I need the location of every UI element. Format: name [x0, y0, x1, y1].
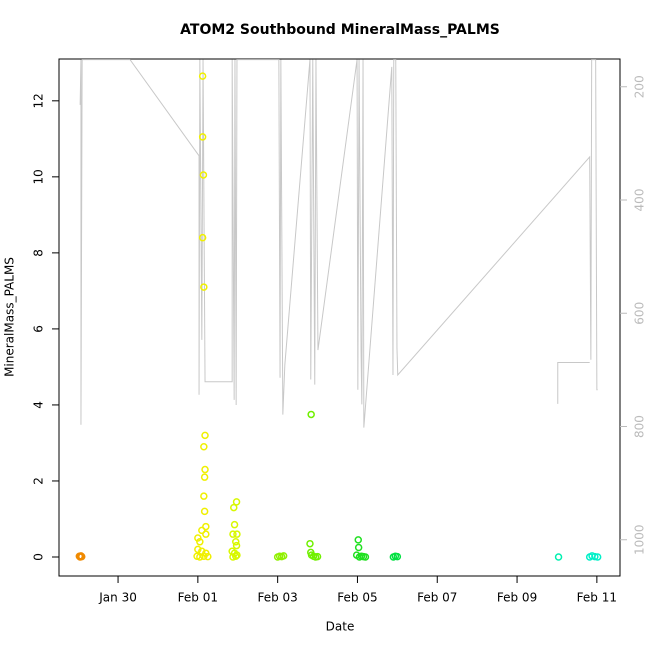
x-tick-label: Feb 07: [417, 591, 457, 605]
y-axis-label: MineralMass_PALMS: [3, 257, 17, 377]
data-point: [198, 233, 207, 242]
data-point: [354, 543, 363, 552]
data-point: [196, 553, 204, 561]
x-tick-label: Feb 09: [497, 591, 537, 605]
data-point: [201, 465, 209, 474]
data-point: [232, 552, 240, 560]
x-tick-label: Feb 01: [178, 591, 218, 605]
data-point: [204, 552, 212, 561]
data-point: [279, 552, 288, 560]
data-point: [200, 443, 208, 451]
data-point: [554, 553, 563, 561]
y2-tick-label: 200: [633, 75, 647, 98]
data-point: [198, 133, 207, 141]
data-point: [198, 72, 207, 80]
data-point: [232, 498, 241, 506]
y-tick-label: 12: [32, 93, 46, 108]
y-tick-label: 10: [32, 169, 46, 184]
data-point: [199, 171, 208, 179]
data-point: [230, 520, 239, 529]
data-point: [202, 522, 210, 531]
data-point: [306, 539, 314, 548]
data-point: [198, 526, 206, 535]
y2-tick-label: 600: [633, 302, 647, 325]
x-tick-label: Jan 30: [98, 591, 137, 605]
data-point: [77, 552, 86, 561]
y2-tick-label: 800: [633, 415, 647, 438]
data-point: [200, 492, 208, 500]
chart-title: ATOM2 Southbound MineralMass_PALMS: [180, 22, 500, 38]
y2-tick-label: 400: [633, 189, 647, 212]
data-point: [230, 503, 238, 512]
data-point: [593, 553, 602, 561]
y2-tick-label: 1000: [633, 524, 647, 555]
data-point: [354, 536, 363, 544]
y-tick-label: 4: [32, 401, 46, 409]
data-point: [200, 552, 208, 560]
data-point: [361, 553, 370, 561]
data-point: [229, 530, 237, 538]
data-point: [194, 545, 202, 554]
data-line: [79, 59, 598, 428]
y-tick-label: 6: [32, 325, 46, 333]
data-point: [200, 473, 209, 481]
data-point: [307, 410, 315, 419]
data-point: [232, 541, 241, 550]
data-point: [202, 530, 210, 538]
data-point: [200, 283, 208, 291]
x-axis-label: Date: [326, 620, 355, 634]
data-point: [591, 552, 599, 561]
data-point: [313, 552, 322, 561]
data-point: [194, 534, 202, 542]
data-point: [232, 538, 240, 546]
y-tick-label: 2: [32, 477, 46, 485]
x-tick-label: Feb 05: [337, 591, 377, 605]
x-tick-label: Feb 03: [257, 591, 297, 605]
data-point: [196, 538, 204, 546]
data-point: [200, 507, 209, 516]
x-tick-label: Feb 11: [577, 591, 617, 605]
y-tick-label: 8: [32, 249, 46, 257]
data-point: [201, 431, 209, 440]
data-point: [233, 530, 241, 538]
data-point: [393, 552, 402, 561]
data-point: [233, 551, 241, 559]
y-tick-label: 0: [32, 553, 46, 561]
plot-frame: [58, 58, 621, 577]
